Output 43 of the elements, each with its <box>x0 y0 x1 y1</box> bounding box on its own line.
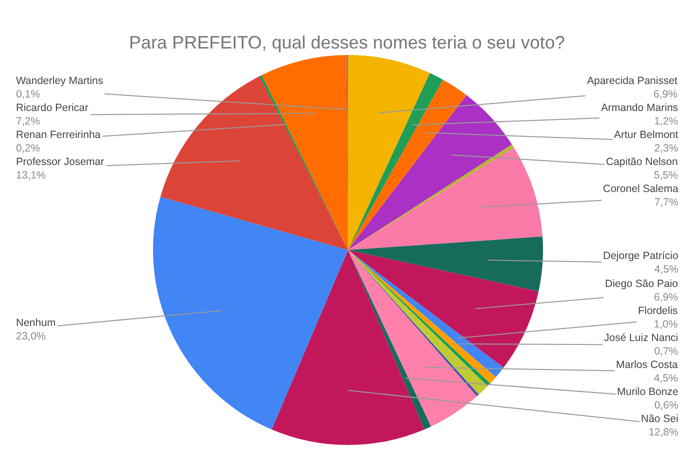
data-label: 13,1% <box>16 170 46 182</box>
slice-label: Murilo Bonze <box>617 386 678 398</box>
slice-label: Artur Belmont <box>614 129 678 141</box>
pie-slice <box>348 73 444 250</box>
data-label: 1,0% <box>654 318 678 331</box>
data-label: 7,7% <box>654 196 678 209</box>
data-label: 6,9% <box>654 292 678 304</box>
slice-label: Renan Ferreirinha <box>16 129 101 141</box>
data-label: 0,2% <box>16 142 40 155</box>
slice-label: Ricardo Pericar <box>16 102 89 114</box>
pie-slice <box>160 76 348 250</box>
slice-label: Não Sei <box>641 413 678 425</box>
data-label: 4,5% <box>654 372 678 385</box>
slice-label: Professor Josemar <box>16 156 105 168</box>
slice-label: Flordelis <box>638 305 678 317</box>
data-label: 0,6% <box>654 400 678 412</box>
slice-label: José Luiz Nanci <box>604 332 678 344</box>
slice-label: Aparecida Panisset <box>587 75 678 87</box>
pie-slice <box>348 55 430 250</box>
slice-label: Nenhum <box>16 317 56 329</box>
data-label: 4,5% <box>654 264 678 276</box>
slice-label: Capitão Nelson <box>606 156 678 168</box>
pie-slice <box>348 95 512 250</box>
pie-slice <box>348 250 432 430</box>
data-label: 7,2% <box>16 116 40 128</box>
chart-title: Para PREFEITO, qual desses nomes teria o seu voto? <box>129 32 565 52</box>
data-label: 6,9% <box>654 88 678 101</box>
slice-label: Wanderley Martins <box>16 75 104 87</box>
data-label: 0,1% <box>16 88 40 101</box>
slice-label: Diego São Paio <box>605 278 678 290</box>
slice-label: Marlos Costa <box>616 359 678 371</box>
slice-label: Armando Marins <box>601 102 678 114</box>
pie-slice <box>348 144 514 250</box>
data-label: 2,3% <box>654 142 678 155</box>
data-label: 5,5% <box>654 170 678 182</box>
data-label: 23,0% <box>16 330 46 343</box>
data-label: 12,8% <box>648 426 678 439</box>
pie-slice <box>153 196 348 430</box>
data-label: 1,2% <box>654 116 678 128</box>
slice-label: Coronel Salema <box>603 183 678 195</box>
data-label: 0,7% <box>654 346 678 358</box>
slice-label: Dejorge Patrício <box>603 250 678 262</box>
pie-slice <box>348 236 543 292</box>
